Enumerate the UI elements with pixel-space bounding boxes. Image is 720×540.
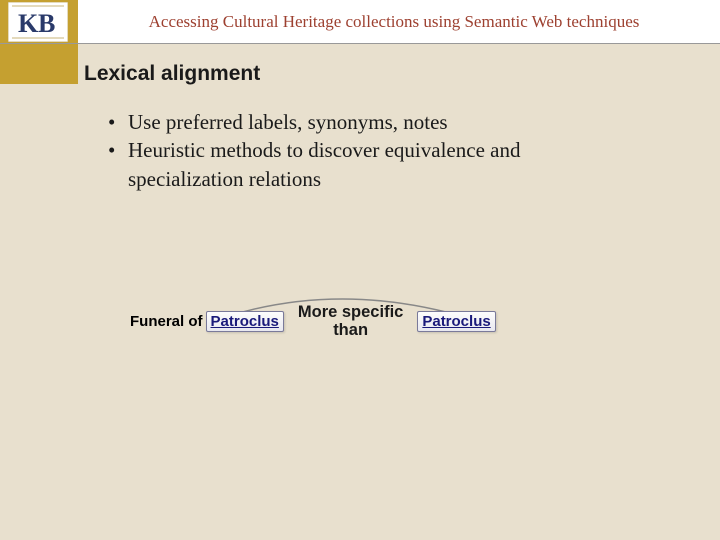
node-right: Patroclus	[417, 311, 495, 332]
svg-text:B: B	[38, 9, 55, 38]
svg-text:K: K	[18, 9, 39, 38]
alignment-diagram: Funeral of Patroclus More specific than …	[130, 286, 570, 356]
bullet-list: Use preferred labels, synonyms, notes He…	[108, 108, 528, 193]
header-title: Accessing Cultural Heritage collections …	[78, 12, 720, 32]
kb-logo: K B	[8, 2, 68, 42]
node-left: Patroclus	[206, 311, 284, 332]
relation-line2: than	[298, 321, 403, 339]
relation-line1: More specific	[298, 303, 403, 321]
bullet-item: Heuristic methods to discover equivalenc…	[108, 136, 528, 193]
header-bar: K B Accessing Cultural Heritage collecti…	[0, 0, 720, 44]
diagram-prefix: Funeral of	[130, 313, 203, 330]
header-gold-block: K B	[0, 0, 78, 43]
bullet-item: Use preferred labels, synonyms, notes	[108, 108, 528, 136]
subheader-gold-block	[0, 44, 78, 84]
section-title: Lexical alignment	[84, 62, 260, 86]
relation-label: More specific than	[298, 303, 403, 339]
